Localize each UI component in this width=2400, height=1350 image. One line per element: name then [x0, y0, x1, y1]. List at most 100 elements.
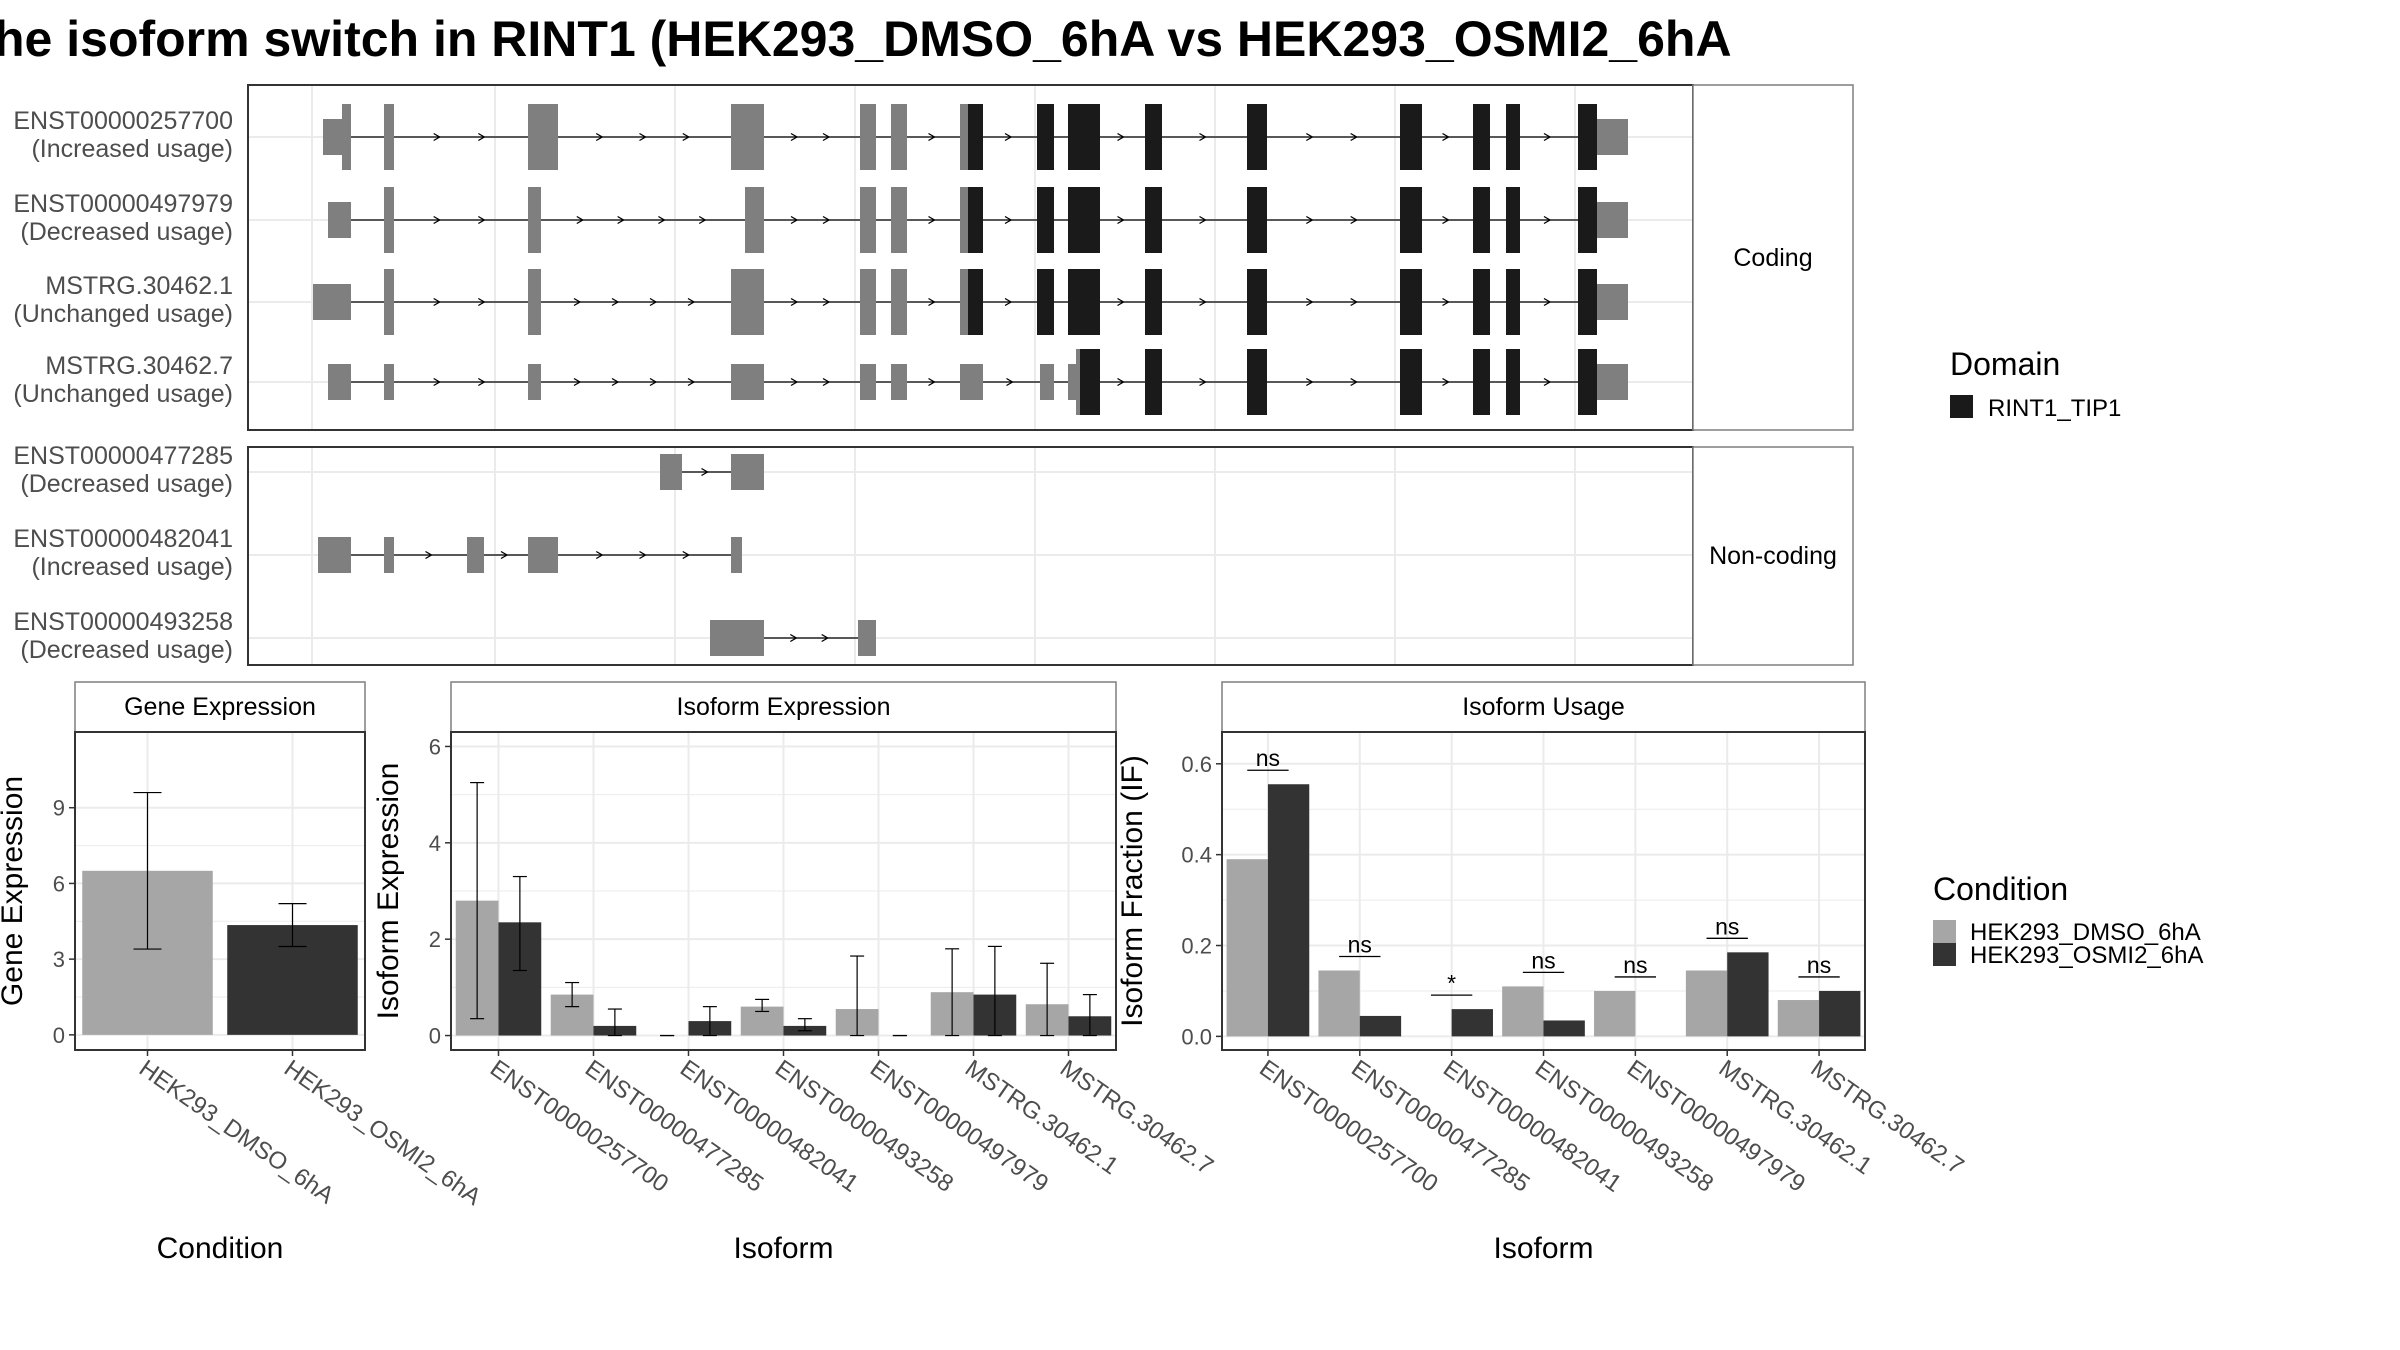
domain-legend-swatch: [1950, 395, 1973, 418]
exon: [1040, 364, 1054, 400]
x-tick-label: ENST00000482041: [675, 1055, 863, 1198]
y-tick-label: 0: [53, 1023, 65, 1048]
bar: [1451, 1009, 1493, 1037]
strand-arrow: [1442, 297, 1450, 307]
strand-arrow: [1350, 377, 1358, 387]
exon: [731, 454, 764, 490]
y-tick-label: 0.2: [1181, 934, 1212, 959]
transcript-usage-label: (Decreased usage): [20, 636, 233, 664]
strand-arrow: [478, 377, 486, 387]
exon: [528, 187, 533, 253]
exon: [1597, 284, 1628, 320]
noncoding-strip-label: Non-coding: [1709, 542, 1837, 570]
strand-arrow: [433, 377, 441, 387]
coding-strip-label: Coding: [1733, 244, 1812, 272]
x-axis-title: Isoform: [1493, 1232, 1593, 1265]
strand-arrow: [687, 297, 696, 307]
exon: [731, 104, 764, 170]
exon: [467, 537, 484, 573]
exon: [891, 364, 907, 400]
strand-arrow: [658, 215, 666, 225]
strand-arrow: [595, 550, 604, 560]
strand-arrow: [500, 550, 509, 560]
strand-arrow: [822, 297, 831, 307]
strand-arrow: [1350, 297, 1358, 307]
strand-arrow: [1006, 377, 1014, 387]
x-tick-label: ENST00000497979: [865, 1055, 1053, 1198]
strand-arrow: [1442, 215, 1450, 225]
exon: [532, 187, 541, 253]
domain-exon: [1145, 269, 1162, 335]
exon: [318, 537, 351, 573]
strand-arrow: [573, 377, 582, 387]
y-tick-label: 2: [429, 927, 441, 952]
domain-exon: [1506, 349, 1520, 415]
domain-exon: [1037, 187, 1054, 253]
exon: [528, 537, 558, 573]
exon: [384, 537, 394, 573]
exon: [384, 269, 394, 335]
x-axis-title: Isoform: [733, 1232, 833, 1265]
x-axis-title: Condition: [157, 1232, 284, 1265]
strand-arrow: [1117, 297, 1125, 307]
bar: [1727, 952, 1769, 1037]
y-tick-label: 4: [429, 831, 441, 856]
significance-label: ns: [1531, 947, 1555, 973]
domain-exon: [1578, 104, 1597, 170]
strand-arrow: [687, 377, 696, 387]
strand-arrow: [1543, 377, 1552, 387]
exon: [731, 364, 764, 400]
x-tick-label: ENST00000477285: [580, 1055, 768, 1198]
exon: [1597, 364, 1628, 400]
strand-arrow: [1306, 132, 1314, 142]
strand-arrow: [1543, 297, 1552, 307]
transcript-id-label: ENST00000497979: [13, 190, 233, 218]
strand-arrow: [1306, 297, 1314, 307]
domain-exon: [968, 187, 983, 253]
domain-exon: [1473, 269, 1490, 335]
strand-arrow: [1442, 132, 1450, 142]
domain-exon: [968, 269, 983, 335]
y-tick-label: 0.6: [1181, 752, 1212, 777]
bar: [1543, 1020, 1585, 1037]
strand-arrow: [822, 132, 831, 142]
exon: [1597, 119, 1628, 155]
significance-label: ns: [1256, 745, 1280, 771]
strand-arrow: [1199, 377, 1207, 387]
strand-arrow: [928, 377, 936, 387]
panel-title: Isoform Usage: [1462, 693, 1625, 721]
strand-arrow: [1117, 377, 1125, 387]
strand-arrow: [433, 297, 441, 307]
condition-legend-swatch: [1933, 920, 1956, 943]
domain-exon: [1578, 187, 1597, 253]
domain-exon: [1473, 349, 1490, 415]
exon: [960, 364, 983, 400]
noncoding-strip: [1692, 446, 1854, 666]
exon: [528, 364, 541, 400]
transcript-structure: CodingNon-codingENST00000257700(Increase…: [13, 84, 1854, 666]
strand-arrow: [1306, 215, 1314, 225]
domain-exon: [1145, 349, 1162, 415]
domain-exon: [1506, 269, 1520, 335]
strand-arrow: [790, 297, 799, 307]
domain-exon: [1247, 349, 1267, 415]
condition-legend-swatch: [1933, 943, 1956, 966]
strand-arrow: [1199, 297, 1207, 307]
strand-arrow: [433, 215, 441, 225]
exon: [710, 620, 764, 656]
domain-exon: [1578, 269, 1597, 335]
strand-arrow: [1117, 132, 1125, 142]
bar: [1267, 784, 1310, 1037]
domain-exon: [1247, 104, 1267, 170]
exon: [960, 104, 968, 170]
strand-arrow: [1543, 215, 1552, 225]
panel-title: Gene Expression: [124, 693, 316, 721]
transcript-usage-label: (Unchanged usage): [13, 300, 233, 328]
domain-exon: [968, 104, 983, 170]
strand-arrow: [649, 297, 658, 307]
exon: [384, 104, 394, 170]
transcript-id-label: MSTRG.30462.1: [45, 272, 233, 300]
x-tick-label: ENST00000257700: [485, 1055, 673, 1198]
condition-legend-title: Condition: [1933, 871, 2068, 907]
